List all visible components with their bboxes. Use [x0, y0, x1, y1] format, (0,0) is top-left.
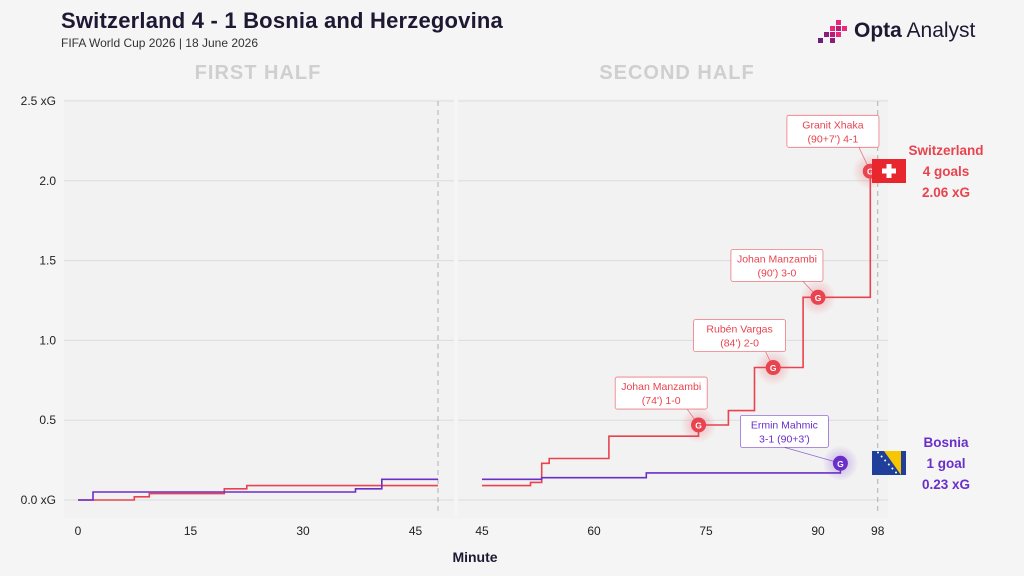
x-tick-label: 0 [75, 524, 82, 538]
half-label: SECOND HALF [599, 62, 754, 84]
goal-marker-label: G [867, 167, 874, 177]
brand-name: Opta Analyst [854, 19, 975, 43]
goal-minute-score-label: (74') 1-0 [642, 395, 681, 407]
goal-marker-label: G [770, 363, 777, 373]
team-summary-label: 2.06 xG [922, 185, 970, 200]
goal-annotation: Granit Xhaka (90+7') 4-1 [786, 114, 880, 148]
flag-star [884, 459, 887, 462]
goal-marker-label: G [695, 420, 702, 430]
x-tick-label: 75 [699, 524, 713, 538]
y-tick-label: 1.5 [39, 254, 56, 268]
goal-marker [810, 289, 826, 305]
brand-bold: Opta [854, 19, 902, 42]
flag-star [895, 471, 897, 474]
goal-annotation-box [614, 376, 708, 410]
chart-subtitle: FIFA World Cup 2026 | 18 June 2026 [61, 36, 259, 50]
goal-annotation: Rubén Vargas (84') 2-0 [693, 319, 786, 353]
y-tick-label: 0.5 [39, 413, 56, 427]
x-tick-label: 15 [184, 524, 198, 538]
chart-title: Switzerland 4 - 1 Bosnia and Herzegovina [61, 8, 503, 33]
x-tick-label: 90 [811, 524, 825, 538]
y-tick-label: 0.0 xG [21, 493, 56, 507]
brand-rest: Analyst [901, 19, 976, 42]
x-tick-label: 98 [871, 524, 885, 538]
goal-marker [691, 417, 707, 433]
goal-minute-score-label: (90') 3-0 [758, 267, 797, 279]
goal-minute-score-label: (90+7') 4-1 [808, 133, 859, 145]
opta-logo-icon [818, 20, 847, 43]
y-tick-label: 2.0 [39, 174, 56, 188]
goal-annotation-box [740, 414, 829, 448]
goal-annotation-box [730, 248, 824, 282]
goal-marker-label: G [837, 459, 844, 469]
team-summary-label: Bosnia [923, 435, 969, 450]
goal-minute-score-label: (84') 2-0 [720, 338, 759, 350]
goal-annotation-box [693, 319, 786, 353]
x-tick-label: 45 [409, 524, 423, 538]
flag-cross-h [882, 168, 896, 174]
team-summary-label: 4 goals [923, 164, 970, 179]
series-line-bosnia-first-half [78, 478, 438, 501]
goal-minute-score-label: 3-1 (90+3') [759, 433, 810, 445]
x-tick-label: 60 [587, 524, 601, 538]
x-tick-label: 45 [475, 524, 489, 538]
panel-background-1 [64, 99, 454, 518]
flag-star [880, 455, 883, 458]
goal-annotation-box [786, 114, 880, 148]
bosnia-flag-icon [872, 451, 906, 475]
flag-star [891, 467, 894, 470]
goal-scorer-label: Rubén Vargas [706, 324, 772, 336]
switzerland-flag-icon [872, 159, 906, 183]
goal-annotation: Johan Manzambi (90') 3-0 [730, 248, 824, 282]
team-summary-label: 0.23 xG [922, 477, 970, 492]
team-summary-label: Switzerland [908, 143, 983, 158]
half-label: FIRST HALF [195, 62, 322, 84]
series-line-switzerland-first-half [78, 484, 438, 501]
goal-scorer-label: Granit Xhaka [802, 119, 863, 131]
flag-star [877, 451, 879, 454]
goal-annotation: Ermin Mahmic 3-1 (90+3') [740, 414, 829, 448]
goal-marker [765, 360, 781, 376]
goal-marker [832, 455, 848, 471]
team-summary-label: 1 goal [926, 456, 965, 471]
flag-triangle [884, 451, 901, 475]
goal-scorer-label: Johan Manzambi [737, 253, 817, 265]
goal-scorer-label: Ermin Mahmic [751, 419, 818, 431]
goal-marker-label: G [815, 293, 822, 303]
y-tick-label: 1.0 [39, 333, 56, 347]
opta-analyst-logo: Opta Analyst [818, 18, 975, 44]
x-tick-label: 30 [296, 524, 310, 538]
flag-star [887, 463, 890, 466]
y-tick-label: 2.5 xG [21, 94, 56, 108]
x-axis-label: Minute [452, 549, 497, 565]
goal-scorer-label: Johan Manzambi [621, 381, 701, 393]
goal-annotation: Johan Manzambi (74') 1-0 [614, 376, 708, 410]
